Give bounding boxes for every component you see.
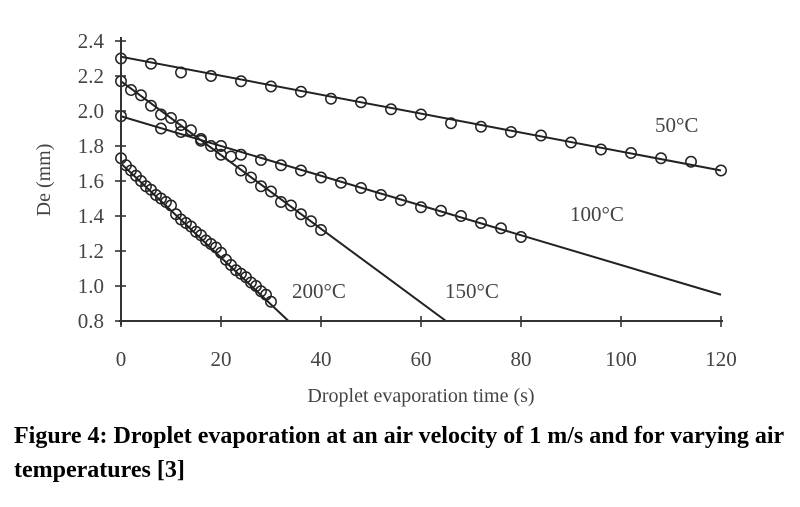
data-point xyxy=(265,295,277,308)
data-point xyxy=(315,171,327,184)
y-tick-label: 2.4 xyxy=(78,29,105,53)
data-point xyxy=(415,108,427,121)
data-point xyxy=(445,117,457,130)
data-point xyxy=(395,194,407,207)
data-point xyxy=(295,85,307,98)
data-point xyxy=(155,122,167,135)
data-point xyxy=(535,129,547,142)
y-tick-label: 0.8 xyxy=(78,309,104,333)
data-point xyxy=(235,75,247,88)
data-points xyxy=(115,52,727,308)
series-labels: 50°C 100°C 150°C 200°C xyxy=(292,113,698,303)
y-tick-label: 1.8 xyxy=(78,134,104,158)
data-point xyxy=(265,80,277,93)
data-point xyxy=(275,159,287,172)
y-tick-label: 2.0 xyxy=(78,99,104,123)
data-point xyxy=(655,152,667,165)
data-point xyxy=(475,120,487,133)
series-label: 100°C xyxy=(570,202,624,226)
data-point xyxy=(515,231,527,243)
data-point xyxy=(385,103,397,116)
data-point xyxy=(255,180,267,193)
x-axis-label: Droplet evaporation time (s) xyxy=(307,385,534,407)
data-point xyxy=(285,199,297,212)
y-tick-label: 1.2 xyxy=(78,239,104,263)
data-point xyxy=(315,224,327,236)
x-tick-label: 60 xyxy=(411,347,432,371)
data-point xyxy=(295,208,307,221)
data-point xyxy=(435,204,447,217)
x-tick-label: 100 xyxy=(605,347,637,371)
data-point xyxy=(335,176,347,189)
data-point xyxy=(205,70,217,82)
data-point xyxy=(205,140,217,152)
y-tick-label: 1.0 xyxy=(78,274,104,298)
y-tick-label: 2.2 xyxy=(78,64,104,88)
data-point xyxy=(625,147,637,159)
data-point xyxy=(255,154,267,166)
data-point xyxy=(145,99,157,112)
fit-line xyxy=(121,55,722,172)
x-tick-label: 40 xyxy=(311,347,332,371)
axes: 0.8 1.0 1.2 1.4 1.6 1.8 2.0 2.2 2.4 0 20 40 60 80 100 1… xyxy=(78,29,737,371)
data-point xyxy=(505,126,517,138)
x-tick-label: 20 xyxy=(211,347,232,371)
data-point xyxy=(195,134,207,147)
y-tick-label: 1.4 xyxy=(78,204,105,228)
y-axis-label: De (mm) xyxy=(33,144,55,217)
y-tick-label: 1.6 xyxy=(78,169,104,193)
data-point xyxy=(185,124,197,137)
data-point xyxy=(235,164,247,177)
data-point xyxy=(565,136,577,149)
data-point xyxy=(245,171,257,184)
data-point xyxy=(325,92,337,105)
data-point xyxy=(305,215,317,228)
fit-line xyxy=(121,115,722,296)
x-tick-label: 0 xyxy=(116,347,127,371)
data-point xyxy=(475,217,487,229)
series-label: 150°C xyxy=(445,279,499,303)
data-point xyxy=(135,89,147,102)
data-point xyxy=(715,164,727,177)
data-point xyxy=(145,57,157,70)
data-point xyxy=(355,96,367,109)
data-point xyxy=(495,222,507,235)
data-point xyxy=(455,210,467,222)
data-point xyxy=(265,185,277,198)
fit-lines xyxy=(121,55,722,321)
series-label: 50°C xyxy=(655,113,698,137)
data-point xyxy=(125,84,137,96)
data-point xyxy=(175,66,187,79)
data-point xyxy=(415,201,427,214)
data-point xyxy=(685,155,697,168)
series-label: 200°C xyxy=(292,279,346,303)
data-point xyxy=(295,164,307,177)
data-point xyxy=(225,150,237,163)
x-tick-label: 80 xyxy=(511,347,532,371)
data-point xyxy=(175,119,187,131)
data-point xyxy=(595,143,607,156)
data-point xyxy=(165,112,177,124)
data-point xyxy=(165,199,177,212)
evaporation-chart: 0.8 1.0 1.2 1.4 1.6 1.8 2.0 2.2 2.4 0 20 40 60 80 100 1… xyxy=(33,29,737,407)
data-point xyxy=(375,189,387,201)
x-tick-label: 120 xyxy=(705,347,737,371)
data-point xyxy=(355,182,367,194)
figure-caption: Figure 4: Droplet evaporation at an air … xyxy=(14,423,784,483)
